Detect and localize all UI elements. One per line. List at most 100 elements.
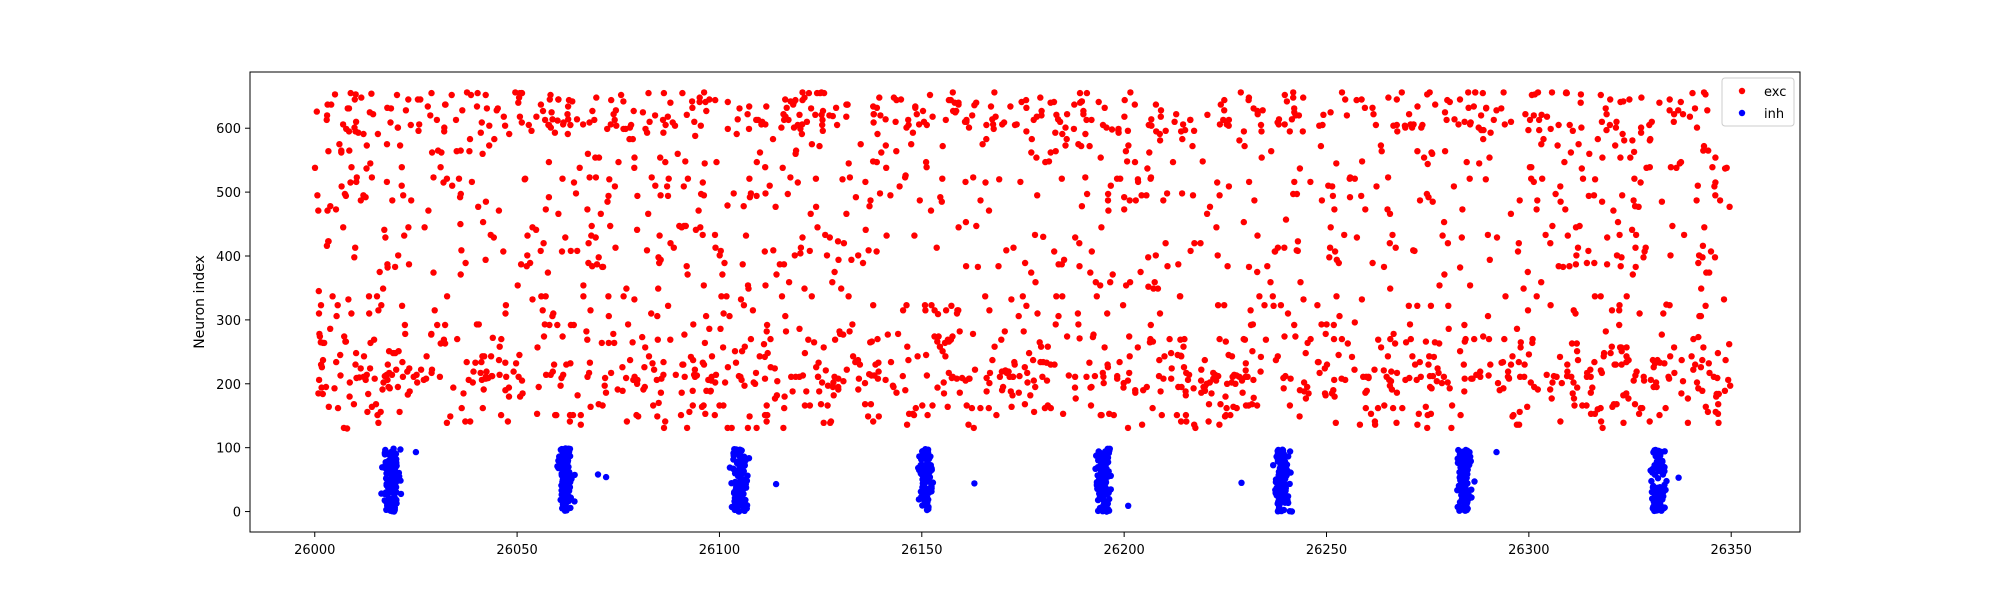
exc-spike	[801, 349, 809, 357]
exc-spike	[333, 312, 340, 320]
exc-spike	[1502, 293, 1509, 300]
exc-spike	[1410, 121, 1417, 128]
exc-spike	[1093, 293, 1101, 300]
exc-spike	[846, 174, 854, 181]
exc-spike	[955, 99, 962, 106]
exc-spike	[1405, 111, 1413, 118]
exc-spike	[434, 321, 441, 329]
inh-spike	[1471, 478, 1478, 485]
exc-spike	[1389, 404, 1397, 412]
exc-spike	[1117, 175, 1124, 182]
exc-spike	[1239, 389, 1246, 396]
exc-spike	[425, 207, 432, 214]
exc-spike	[529, 296, 536, 303]
exc-spike	[876, 190, 884, 197]
exc-spike	[1715, 401, 1722, 408]
exc-spike	[996, 176, 1003, 183]
exc-spike	[1342, 376, 1349, 384]
exc-spike	[645, 210, 652, 217]
exc-spike	[560, 371, 567, 378]
exc-spike	[1658, 198, 1666, 205]
exc-spike	[1156, 130, 1164, 138]
exc-spike	[458, 404, 465, 412]
inh-spike	[560, 466, 568, 473]
exc-spike	[692, 132, 699, 140]
exc-spike	[948, 302, 955, 309]
exc-spike	[334, 404, 342, 412]
exc-spike	[1362, 389, 1369, 396]
exc-spike	[1351, 175, 1359, 182]
inh-spike	[1280, 461, 1287, 468]
exc-spike	[1220, 116, 1227, 124]
exc-spike	[516, 113, 524, 120]
exc-spike	[405, 261, 413, 268]
exc-spike	[1333, 293, 1340, 300]
exc-spike	[1529, 339, 1536, 347]
exc-spike	[315, 310, 323, 317]
exc-spike	[591, 116, 598, 124]
exc-spike	[772, 203, 779, 210]
exc-spike	[431, 307, 438, 314]
exc-spike	[929, 402, 936, 409]
exc-spike	[607, 121, 614, 128]
exc-spike	[1257, 121, 1265, 129]
exc-spike	[398, 182, 405, 189]
exc-spike	[643, 247, 651, 254]
exc-spike	[374, 130, 382, 138]
exc-spike	[1114, 375, 1121, 382]
exc-spike	[1450, 183, 1458, 190]
exc-spike	[1625, 395, 1632, 402]
exc-spike	[399, 358, 406, 366]
exc-spike	[1378, 148, 1385, 155]
exc-spike	[1258, 128, 1265, 135]
exc-spike	[1716, 197, 1724, 204]
exc-spike	[365, 293, 373, 300]
exc-spike	[1208, 390, 1215, 397]
exc-spike	[337, 351, 344, 359]
exc-spike	[699, 231, 706, 239]
exc-spike	[378, 302, 385, 309]
exc-spike	[564, 130, 571, 138]
exc-spike	[505, 393, 513, 400]
exc-spike	[1689, 89, 1696, 97]
exc-spike	[615, 158, 622, 166]
exc-spike	[1583, 369, 1591, 377]
exc-spike	[1107, 182, 1115, 189]
exc-spike	[1344, 340, 1352, 347]
exc-spike	[366, 310, 373, 317]
exc-spike	[1127, 89, 1134, 96]
exc-spike	[780, 424, 787, 432]
exc-spike	[1575, 141, 1582, 148]
exc-spike	[1714, 349, 1722, 357]
exc-spike	[623, 285, 630, 292]
exc-spike	[1053, 293, 1060, 300]
exc-spike	[1062, 142, 1069, 149]
exc-spike	[1594, 135, 1602, 143]
exc-spike	[923, 121, 930, 129]
exc-spike	[1713, 390, 1720, 398]
exc-spike	[325, 403, 332, 410]
exc-spike	[1375, 336, 1382, 343]
exc-spike	[1071, 384, 1079, 391]
exc-spike	[1480, 126, 1487, 134]
exc-spike	[1351, 319, 1359, 326]
exc-spike	[1631, 401, 1639, 408]
exc-spike	[1245, 402, 1252, 409]
exc-spike	[846, 328, 853, 335]
exc-spike	[691, 118, 698, 126]
exc-spike	[1626, 96, 1633, 103]
exc-spike	[1699, 242, 1707, 249]
exc-spike	[328, 101, 335, 108]
exc-spike	[683, 263, 690, 270]
exc-spike	[1264, 263, 1271, 270]
exc-spike	[844, 101, 851, 108]
exc-spike	[1480, 333, 1487, 340]
exc-spike	[1658, 331, 1666, 338]
exc-spike	[724, 424, 731, 432]
exc-spike	[1441, 271, 1448, 278]
exc-spike	[1445, 302, 1452, 309]
exc-spike	[346, 393, 353, 400]
exc-spike	[1613, 401, 1620, 408]
exc-spike	[1647, 376, 1655, 384]
exc-spike	[1038, 107, 1045, 115]
